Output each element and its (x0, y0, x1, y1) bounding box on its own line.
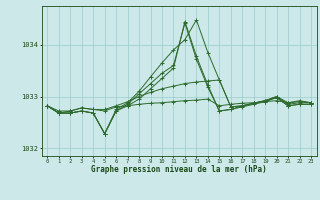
X-axis label: Graphe pression niveau de la mer (hPa): Graphe pression niveau de la mer (hPa) (91, 165, 267, 174)
